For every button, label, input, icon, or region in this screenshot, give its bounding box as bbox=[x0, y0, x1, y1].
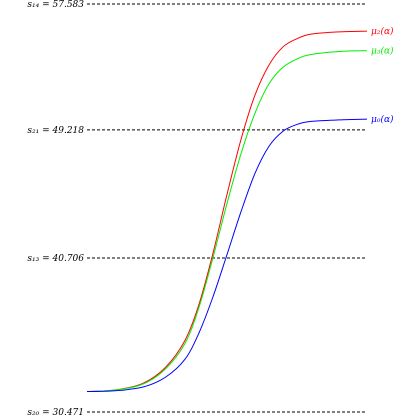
reference-label-2: s₁₃ = 40.706 bbox=[27, 254, 84, 264]
reference-label-0: s₁₄ = 57.583 bbox=[27, 0, 84, 10]
series-line-1 bbox=[86, 50, 368, 393]
series-label-0: μ₂(α) bbox=[371, 26, 394, 37]
series-label-2: μ₀(α) bbox=[371, 114, 394, 125]
reference-label-3: s₂₀ = 30.471 bbox=[27, 408, 84, 418]
reference-lines: s₁₄ = 57.583 s₂₁ = 49.218 s₁₃ = 40.706 s₂₀ … bbox=[27, 0, 367, 418]
series-line-2 bbox=[86, 118, 368, 393]
reference-label-1: s₂₁ = 49.218 bbox=[27, 126, 84, 136]
series-label-1: μ₃(α) bbox=[371, 46, 394, 57]
series-labels: μ₂(α) μ₃(α) μ₀(α) bbox=[371, 26, 394, 125]
series-line-0 bbox=[86, 30, 368, 393]
series-lines bbox=[86, 30, 368, 393]
